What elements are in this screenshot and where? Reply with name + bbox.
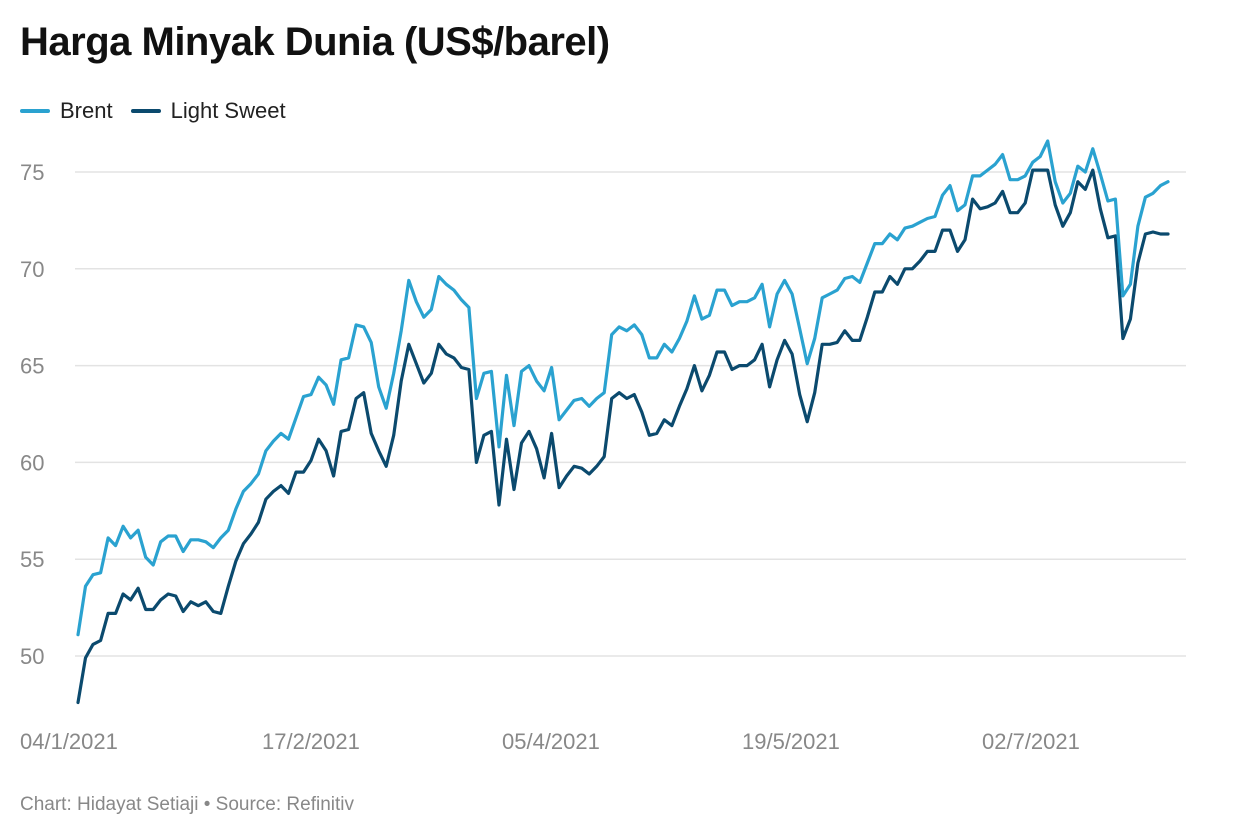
series-line-brent	[76, 139, 1170, 637]
line-chart: 50 55 60 65 70 75 04/1/2021 17/2/2021 05/4/2021 1…	[20, 139, 1186, 754]
y-tick-label-60: 60	[20, 450, 44, 475]
chart-credit: Chart: Hidayat Setiaji • Source: Refinit…	[20, 794, 355, 815]
y-tick-label-70: 70	[20, 257, 44, 282]
legend-label-light-sweet: Light Sweet	[170, 98, 286, 123]
y-tick-label-50: 50	[20, 644, 44, 669]
legend-item-light-sweet: Light Sweet	[130, 98, 286, 124]
x-tick-label-2: 17/2/2021	[262, 729, 360, 754]
chart-title: Harga Minyak Dunia (US$/barel)	[20, 20, 610, 64]
x-tick-label-4: 19/5/2021	[742, 729, 840, 754]
legend-swatch-brent	[20, 109, 50, 113]
x-tick-label-1: 04/1/2021	[20, 729, 118, 754]
legend-label-brent: Brent	[60, 98, 113, 123]
x-tick-label-3: 05/4/2021	[502, 729, 600, 754]
y-tick-label-65: 65	[20, 354, 44, 379]
series-line-light-sweet	[76, 168, 1170, 705]
legend-item-brent: Brent	[20, 98, 113, 124]
legend-swatch-light-sweet	[130, 109, 161, 113]
chart-legend: Brent Light Sweet	[20, 98, 304, 124]
y-tick-label-75: 75	[20, 160, 44, 185]
y-tick-label-55: 55	[20, 547, 44, 572]
x-tick-label-5: 02/7/2021	[982, 729, 1080, 754]
